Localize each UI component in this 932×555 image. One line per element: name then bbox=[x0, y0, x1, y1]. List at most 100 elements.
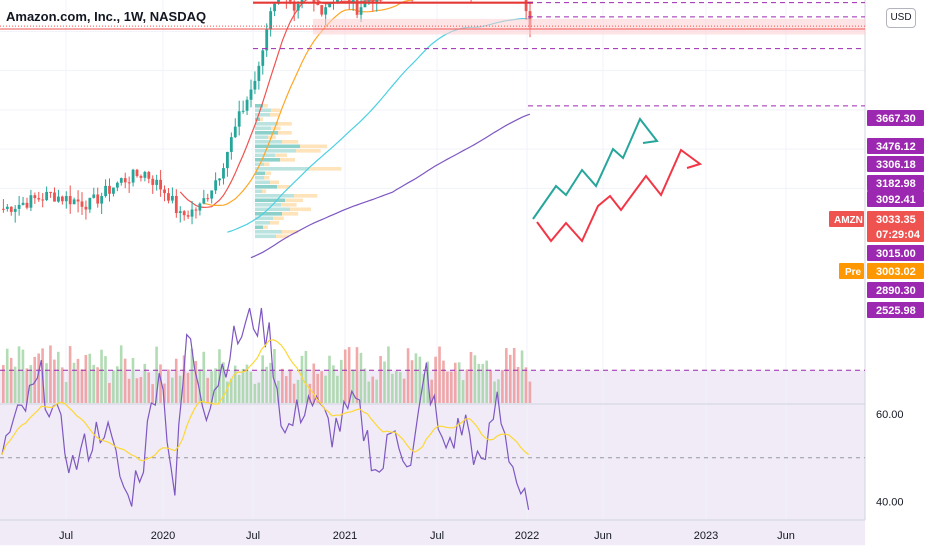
candle-body-21 bbox=[84, 206, 88, 210]
volume-bar-41 bbox=[163, 383, 166, 403]
volume-bar-118 bbox=[465, 369, 469, 403]
pre-tag-bg bbox=[839, 263, 864, 279]
vp-down-29 bbox=[276, 234, 289, 239]
volume-bar-27 bbox=[108, 382, 111, 403]
currency-button[interactable]: USD bbox=[886, 8, 916, 28]
volume-bar-101 bbox=[398, 372, 402, 403]
volume-bar-129 bbox=[508, 354, 512, 403]
volume-bar-125 bbox=[493, 381, 496, 403]
volume-bar-86 bbox=[339, 359, 343, 403]
volume-bar-0 bbox=[2, 365, 5, 403]
time-tick-label-5: 2022 bbox=[515, 530, 539, 542]
candle-body-74 bbox=[292, 1, 296, 11]
rsi-line bbox=[1, 307, 530, 510]
vp-up-17 bbox=[255, 180, 270, 185]
volume-bar-68 bbox=[269, 362, 272, 403]
candle-body-31 bbox=[123, 178, 127, 183]
time-tick-label-7: 2023 bbox=[694, 530, 718, 542]
candle-body-20 bbox=[80, 201, 84, 207]
price-label-9: 2890.30 bbox=[876, 285, 916, 297]
candle-body-6 bbox=[25, 202, 29, 208]
volume-bar-63 bbox=[249, 371, 253, 403]
time-tick-label-6: Jun bbox=[594, 530, 612, 542]
volume-bar-81 bbox=[320, 371, 323, 403]
candle-body-91 bbox=[359, 7, 363, 15]
time-tick-label-0: Jul bbox=[59, 530, 73, 542]
candle-body-13 bbox=[53, 192, 56, 202]
candle-body-45 bbox=[178, 211, 182, 214]
volume-bar-130 bbox=[512, 348, 516, 403]
bearish-projection bbox=[536, 148, 703, 243]
vp-down-23 bbox=[290, 207, 311, 212]
volume-bar-94 bbox=[371, 376, 375, 403]
volume-bar-26 bbox=[104, 356, 107, 403]
candle-body-46 bbox=[182, 211, 186, 216]
volume-bar-1 bbox=[5, 348, 9, 403]
candle-body-28 bbox=[112, 187, 115, 194]
volume-bar-3 bbox=[13, 366, 17, 403]
volume-bar-87 bbox=[343, 349, 347, 403]
volume-bar-46 bbox=[182, 355, 186, 403]
vp-down-28 bbox=[282, 230, 299, 234]
price-label-bg-2 bbox=[867, 156, 924, 172]
volume-profile bbox=[255, 104, 342, 239]
volume-bar-7 bbox=[29, 365, 33, 403]
volume-bar-77 bbox=[304, 350, 308, 403]
candle-body-4 bbox=[17, 204, 21, 209]
volume-bar-122 bbox=[481, 363, 485, 403]
ma-100-line bbox=[250, 113, 531, 259]
volume-bar-132 bbox=[520, 350, 524, 403]
vp-down-19 bbox=[262, 189, 267, 194]
volume-bar-28 bbox=[112, 370, 115, 403]
candle-body-30 bbox=[119, 178, 123, 183]
volume-bar-44 bbox=[174, 358, 178, 403]
volume-bar-103 bbox=[406, 348, 410, 403]
time-tick-label-2: Jul bbox=[246, 530, 260, 542]
candle-body-7 bbox=[29, 195, 33, 208]
volume-bar-117 bbox=[461, 380, 465, 403]
volume-bar-39 bbox=[155, 346, 158, 403]
volume-bar-19 bbox=[76, 358, 80, 403]
candle-body-51 bbox=[202, 198, 206, 204]
vp-up-25 bbox=[255, 216, 273, 221]
volume-bar-59 bbox=[233, 365, 237, 403]
vp-up-23 bbox=[255, 207, 290, 212]
volume-bar-85 bbox=[336, 375, 339, 403]
candle-body-53 bbox=[210, 190, 214, 199]
time-tick-label-3: 2021 bbox=[333, 530, 357, 542]
volume-bar-33 bbox=[131, 357, 135, 403]
vp-up-11 bbox=[255, 153, 275, 158]
volume-bar-8 bbox=[33, 356, 37, 403]
candle-body-62 bbox=[245, 99, 249, 111]
volume-bar-73 bbox=[288, 369, 292, 403]
candle-body-44 bbox=[174, 195, 178, 214]
vp-down-8 bbox=[282, 140, 299, 144]
volume-bar-50 bbox=[198, 369, 202, 403]
candle-body-18 bbox=[72, 199, 76, 205]
candle-body-1 bbox=[5, 206, 9, 209]
volume-bar-97 bbox=[383, 361, 386, 403]
candle-body-2 bbox=[9, 206, 13, 212]
vp-down-12 bbox=[280, 158, 295, 162]
vp-up-24 bbox=[255, 212, 282, 216]
candle-body-26 bbox=[104, 185, 107, 197]
volume-bar-90 bbox=[355, 347, 359, 403]
volume-bar-15 bbox=[60, 367, 64, 403]
candle-body-38 bbox=[151, 178, 155, 185]
support-zone bbox=[313, 18, 865, 35]
vp-down-17 bbox=[270, 180, 279, 185]
volume-bar-99 bbox=[391, 373, 394, 403]
volume-bar-75 bbox=[296, 379, 300, 403]
candle-body-41 bbox=[163, 189, 166, 194]
candle-body-15 bbox=[60, 196, 64, 202]
volume-bar-120 bbox=[473, 355, 477, 403]
volume-bar-16 bbox=[64, 381, 68, 403]
candle-body-32 bbox=[127, 182, 131, 184]
volume-bar-6 bbox=[25, 368, 29, 403]
volume-bar-127 bbox=[501, 369, 504, 403]
vp-up-15 bbox=[255, 171, 265, 176]
candle-body-33 bbox=[131, 169, 135, 183]
candle-body-27 bbox=[108, 185, 111, 194]
